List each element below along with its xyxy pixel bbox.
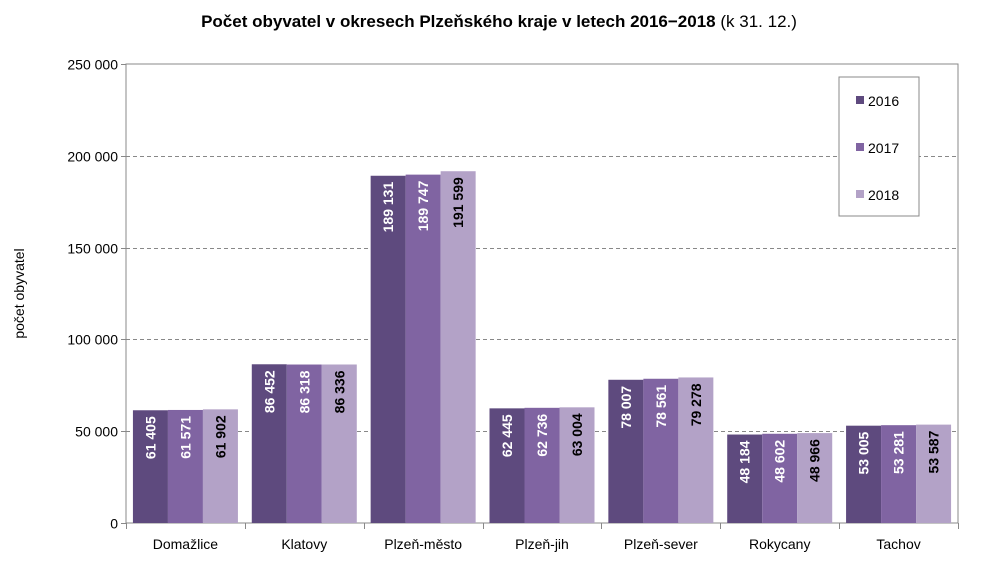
bar-value-label: 62 445 bbox=[499, 414, 515, 457]
legend: 2016 2017 2018 bbox=[838, 76, 920, 217]
legend-swatch bbox=[856, 190, 864, 198]
bar-value-label: 62 736 bbox=[534, 414, 550, 457]
y-tick-label: 100 000 bbox=[67, 332, 118, 348]
legend-swatch bbox=[856, 96, 864, 104]
x-tick-label: Plzeň-sever bbox=[624, 536, 698, 552]
bar bbox=[846, 425, 882, 523]
x-tick-label: Plzeň-město bbox=[384, 536, 462, 552]
y-tick-label: 50 000 bbox=[75, 424, 118, 440]
bar-value-label: 189 747 bbox=[415, 180, 431, 231]
bar bbox=[440, 171, 476, 523]
bar-value-label: 48 184 bbox=[737, 440, 753, 483]
bar-group: 78 007 78 561 79 278 bbox=[608, 377, 714, 523]
bar bbox=[321, 364, 357, 523]
bar bbox=[881, 425, 917, 523]
bar bbox=[762, 433, 798, 523]
bar-group: 61 405 61 571 61 902 bbox=[132, 409, 238, 523]
bar bbox=[559, 407, 595, 523]
bar-value-label: 48 966 bbox=[807, 439, 823, 482]
bar-value-label: 78 007 bbox=[618, 386, 634, 429]
bar bbox=[405, 174, 441, 523]
legend-swatch bbox=[856, 143, 864, 151]
bar-value-label: 86 318 bbox=[296, 370, 312, 413]
x-tick-label: Klatovy bbox=[281, 536, 327, 552]
bar bbox=[202, 409, 238, 523]
bar-value-label: 86 452 bbox=[261, 370, 277, 413]
bar-value-label: 63 004 bbox=[569, 413, 585, 456]
bar-value-label: 48 602 bbox=[772, 440, 788, 483]
chart-subtitle: (k 31. 12.) bbox=[720, 12, 797, 31]
bar-value-label: 53 005 bbox=[856, 431, 872, 474]
bar-value-label: 189 131 bbox=[380, 182, 396, 233]
bar bbox=[797, 433, 833, 523]
bar-group: 189 131 189 747 191 599 bbox=[370, 171, 476, 523]
bar-value-label: 86 336 bbox=[331, 370, 347, 413]
bar-value-label: 61 405 bbox=[142, 416, 158, 459]
bar-value-label: 191 599 bbox=[450, 177, 466, 228]
y-tick-label: 0 bbox=[110, 516, 118, 532]
x-tick-label: Domažlice bbox=[153, 536, 219, 552]
bar bbox=[132, 410, 168, 523]
bar bbox=[251, 364, 287, 523]
bar-value-label: 61 571 bbox=[177, 416, 193, 459]
bar bbox=[489, 408, 525, 523]
bar-value-label: 79 278 bbox=[688, 383, 704, 426]
chart-title: Počet obyvatel v okresech Plzeňského kra… bbox=[0, 12, 998, 32]
legend-box bbox=[838, 76, 920, 217]
chart-title-main: Počet obyvatel v okresech Plzeňského kra… bbox=[201, 12, 716, 31]
bar bbox=[167, 409, 203, 523]
bar bbox=[678, 377, 714, 523]
x-tick-label: Plzeň-jih bbox=[515, 536, 569, 552]
bar bbox=[286, 364, 322, 523]
y-axis-label: počet obyvatel bbox=[11, 248, 27, 338]
bar-group: 86 452 86 318 86 336 bbox=[251, 364, 357, 523]
bar-value-label: 53 587 bbox=[926, 430, 942, 473]
x-tick-label: Tachov bbox=[876, 536, 920, 552]
bar-value-label: 61 902 bbox=[212, 415, 228, 458]
y-tick-label: 200 000 bbox=[67, 149, 118, 165]
bar-value-label: 53 281 bbox=[891, 431, 907, 474]
bar bbox=[608, 379, 644, 523]
bar-group: 48 184 48 602 48 966 bbox=[727, 433, 833, 523]
x-tick-label: Rokycany bbox=[749, 536, 810, 552]
bar bbox=[916, 424, 952, 523]
bar-group: 53 005 53 281 53 587 bbox=[846, 424, 952, 523]
y-tick-label: 250 000 bbox=[67, 57, 118, 73]
legend-label: 2018 bbox=[868, 187, 899, 203]
legend-label: 2016 bbox=[868, 93, 899, 109]
bar bbox=[643, 378, 679, 523]
bar bbox=[727, 434, 763, 523]
y-tick-label: 150 000 bbox=[67, 241, 118, 257]
bar bbox=[524, 407, 560, 523]
legend-label: 2017 bbox=[868, 140, 899, 156]
bar bbox=[370, 175, 406, 523]
bar-value-label: 78 561 bbox=[653, 385, 669, 428]
bar-group: 62 445 62 736 63 004 bbox=[489, 407, 595, 523]
